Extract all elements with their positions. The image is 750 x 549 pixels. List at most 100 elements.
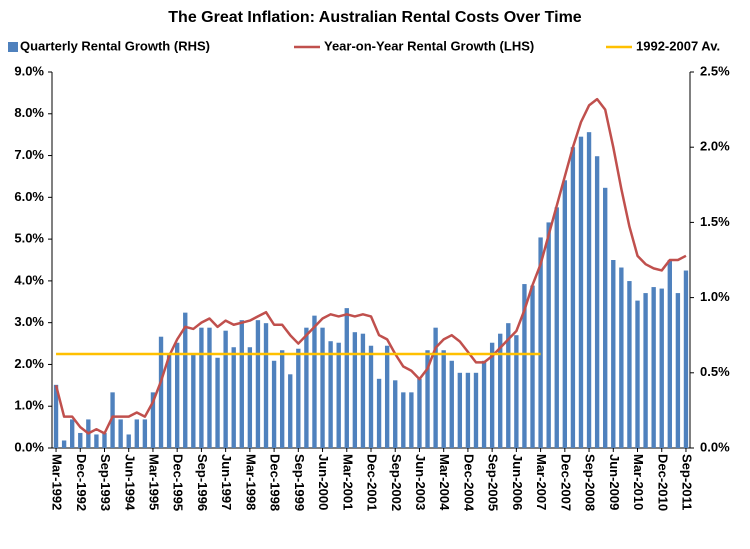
bar bbox=[94, 434, 99, 448]
x-tick-label: Sep-2005 bbox=[486, 454, 501, 511]
x-tick-label: Mar-2007 bbox=[534, 454, 549, 510]
bar bbox=[441, 350, 446, 448]
y2-tick-label: 0.5% bbox=[700, 364, 730, 379]
bar bbox=[393, 380, 398, 448]
x-tick-label: Mar-1992 bbox=[50, 454, 65, 510]
x-tick-label: Dec-1992 bbox=[74, 454, 89, 511]
bar bbox=[449, 360, 454, 448]
bar bbox=[675, 293, 681, 448]
bar bbox=[514, 335, 519, 448]
bar bbox=[586, 132, 592, 448]
bar bbox=[110, 392, 115, 448]
x-tick-label: Dec-2001 bbox=[365, 454, 380, 511]
bar bbox=[150, 392, 156, 448]
bar bbox=[288, 374, 293, 448]
bar bbox=[102, 432, 107, 448]
legend-label: 1992-2007 Av. bbox=[636, 38, 720, 53]
x-tick-label: Jun-1994 bbox=[122, 454, 137, 511]
x-tick-label: Sep-1999 bbox=[292, 454, 307, 511]
x-tick-label: Jun-2003 bbox=[413, 454, 428, 510]
bar bbox=[215, 357, 220, 448]
bar bbox=[279, 350, 285, 448]
bar bbox=[376, 378, 382, 448]
bar bbox=[659, 288, 664, 448]
x-tick-label: Sep-1996 bbox=[195, 454, 210, 511]
bar bbox=[667, 260, 672, 448]
bar bbox=[594, 156, 600, 448]
bar bbox=[207, 327, 212, 448]
bar bbox=[538, 237, 543, 448]
bar bbox=[183, 312, 188, 448]
bar bbox=[263, 323, 269, 448]
bar bbox=[627, 281, 632, 448]
legend-swatch bbox=[8, 42, 18, 52]
bar bbox=[118, 419, 123, 448]
x-tick-label: Mar-1995 bbox=[147, 454, 162, 510]
bar bbox=[611, 260, 616, 448]
bar bbox=[570, 147, 576, 448]
bar bbox=[174, 342, 180, 448]
y-tick-label: 0.0% bbox=[14, 439, 44, 454]
bar bbox=[61, 440, 67, 448]
bar bbox=[522, 284, 527, 448]
bar bbox=[78, 432, 83, 448]
y2-tick-label: 2.0% bbox=[700, 139, 730, 154]
x-tick-label: Jun-2009 bbox=[607, 454, 622, 510]
bar bbox=[619, 267, 624, 448]
x-tick-label: Sep-2008 bbox=[583, 454, 598, 511]
bar bbox=[304, 327, 309, 448]
bar bbox=[255, 320, 261, 448]
x-tick-label: Mar-2010 bbox=[631, 454, 646, 510]
x-tick-label: Mar-1998 bbox=[243, 454, 258, 510]
y-tick-label: 5.0% bbox=[14, 231, 44, 246]
bar bbox=[473, 372, 479, 448]
x-tick-label: Sep-2011 bbox=[680, 454, 695, 510]
bar bbox=[166, 354, 172, 448]
x-tick-label: Dec-2007 bbox=[558, 454, 573, 511]
bar bbox=[352, 332, 358, 448]
bar bbox=[683, 270, 689, 448]
bar bbox=[546, 222, 551, 448]
y2-tick-label: 1.0% bbox=[700, 289, 730, 304]
bar bbox=[53, 384, 59, 448]
x-tick-label: Dec-1995 bbox=[171, 454, 186, 511]
x-tick-label: Dec-2010 bbox=[655, 454, 670, 511]
bar bbox=[271, 360, 277, 448]
x-tick-label: Mar-2001 bbox=[340, 454, 355, 510]
y-tick-label: 9.0% bbox=[14, 63, 44, 78]
line bbox=[54, 97, 687, 435]
x-tick-label: Sep-2002 bbox=[389, 454, 404, 511]
bar bbox=[635, 300, 640, 448]
bar bbox=[70, 419, 75, 448]
bar bbox=[498, 333, 503, 448]
bar bbox=[506, 323, 511, 448]
bar bbox=[401, 392, 406, 448]
bar bbox=[481, 360, 487, 448]
y-tick-label: 6.0% bbox=[14, 189, 44, 204]
bar bbox=[223, 330, 228, 448]
bar bbox=[384, 345, 390, 448]
bar bbox=[239, 320, 244, 448]
bar bbox=[643, 293, 648, 448]
bar bbox=[344, 308, 349, 448]
bar bbox=[336, 342, 341, 448]
bar bbox=[554, 207, 559, 448]
bar bbox=[578, 136, 584, 448]
bar bbox=[417, 378, 422, 448]
x-tick-label: Jun-2000 bbox=[316, 454, 331, 510]
bar bbox=[457, 372, 463, 448]
bar bbox=[134, 419, 139, 448]
x-tick-label: Mar-2004 bbox=[437, 454, 452, 511]
bar bbox=[296, 348, 301, 448]
bar bbox=[409, 392, 414, 448]
y-tick-label: 2.0% bbox=[14, 356, 44, 371]
x-tick-label: Dec-2004 bbox=[461, 454, 476, 512]
bar bbox=[465, 372, 471, 448]
bar bbox=[126, 434, 131, 448]
bar bbox=[360, 333, 366, 448]
x-tick-label: Dec-1998 bbox=[268, 454, 283, 511]
x-tick-label: Sep-1993 bbox=[98, 454, 113, 511]
y-tick-label: 4.0% bbox=[14, 272, 44, 287]
